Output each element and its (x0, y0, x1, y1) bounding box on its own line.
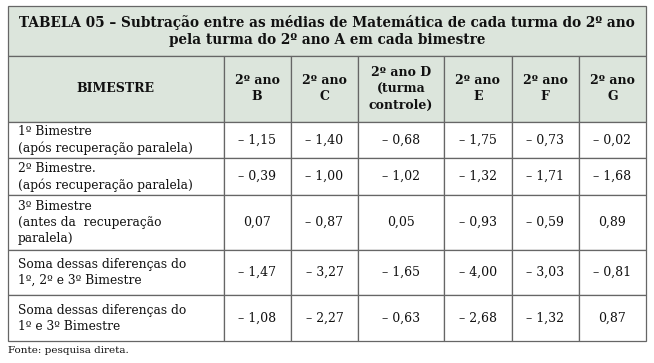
Bar (444, 159, 511, 195)
Bar (444, 195, 511, 250)
Text: – 1,32: – 1,32 (526, 312, 564, 325)
Text: – 1,65: – 1,65 (382, 266, 420, 279)
Bar (358, 250, 444, 295)
Bar (511, 159, 579, 195)
Bar (291, 122, 358, 159)
Bar (291, 295, 358, 341)
Text: – 0,93: – 0,93 (459, 216, 497, 229)
Bar (444, 250, 511, 295)
Bar (224, 159, 291, 195)
Text: – 0,02: – 0,02 (593, 134, 631, 147)
Text: – 0,59: – 0,59 (526, 216, 564, 229)
Text: – 1,00: – 1,00 (305, 170, 343, 183)
Text: Fonte: pesquisa direta.: Fonte: pesquisa direta. (8, 346, 129, 355)
Text: – 2,27: – 2,27 (305, 312, 343, 325)
Bar (224, 122, 291, 159)
Bar (579, 295, 646, 341)
Text: – 3,03: – 3,03 (526, 266, 564, 279)
Text: 2º ano
B: 2º ano B (235, 74, 280, 103)
Bar (8, 159, 224, 195)
Text: – 1,47: – 1,47 (238, 266, 276, 279)
Text: 0,07: 0,07 (243, 216, 271, 229)
Text: 2º ano
E: 2º ano E (455, 74, 500, 103)
Text: 2º ano D
(turma
controle): 2º ano D (turma controle) (369, 66, 434, 111)
Bar (579, 250, 646, 295)
Bar (511, 195, 579, 250)
Bar (579, 56, 646, 122)
Text: 2º ano
F: 2º ano F (523, 74, 568, 103)
Text: – 2,68: – 2,68 (459, 312, 497, 325)
Text: 1º Bimestre
(após recuperação paralela): 1º Bimestre (após recuperação paralela) (18, 125, 193, 155)
Text: 3º Bimestre
(antes da  recuperação
paralela): 3º Bimestre (antes da recuperação parale… (18, 200, 162, 245)
Bar (8, 56, 224, 122)
Text: – 1,02: – 1,02 (382, 170, 420, 183)
Text: – 4,00: – 4,00 (459, 266, 497, 279)
Text: 2º ano
C: 2º ano C (302, 74, 347, 103)
Text: – 1,75: – 1,75 (459, 134, 497, 147)
Text: – 3,27: – 3,27 (305, 266, 343, 279)
Text: – 0,39: – 0,39 (238, 170, 276, 183)
Text: Soma dessas diferenças do
1º e 3º Bimestre: Soma dessas diferenças do 1º e 3º Bimest… (18, 304, 186, 333)
Text: – 1,71: – 1,71 (526, 170, 564, 183)
Bar (358, 195, 444, 250)
Bar (291, 56, 358, 122)
Text: BIMESTRE: BIMESTRE (77, 82, 155, 95)
Bar (511, 56, 579, 122)
Bar (358, 56, 444, 122)
Text: 2º ano
G: 2º ano G (590, 74, 635, 103)
Text: TABELA 05 – Subtração entre as médias de Matemática de cada turma do 2º ano
pela: TABELA 05 – Subtração entre as médias de… (19, 15, 635, 47)
Text: – 0,87: – 0,87 (305, 216, 343, 229)
Bar (224, 56, 291, 122)
Text: 0,87: 0,87 (598, 312, 627, 325)
Text: – 0,68: – 0,68 (382, 134, 421, 147)
Bar (579, 159, 646, 195)
Text: 0,89: 0,89 (598, 216, 627, 229)
Text: – 0,73: – 0,73 (526, 134, 564, 147)
Text: – 1,15: – 1,15 (238, 134, 276, 147)
Bar (511, 122, 579, 159)
Bar (291, 195, 358, 250)
Bar (579, 195, 646, 250)
Text: – 1,40: – 1,40 (305, 134, 343, 147)
Bar (8, 122, 224, 159)
Bar (444, 122, 511, 159)
Bar (511, 250, 579, 295)
Bar (511, 295, 579, 341)
Bar (444, 295, 511, 341)
Bar (358, 295, 444, 341)
Bar (358, 159, 444, 195)
Text: Soma dessas diferenças do
1º, 2º e 3º Bimestre: Soma dessas diferenças do 1º, 2º e 3º Bi… (18, 258, 186, 287)
Text: – 1,08: – 1,08 (238, 312, 276, 325)
Text: – 0,63: – 0,63 (382, 312, 421, 325)
Bar (8, 295, 224, 341)
Bar (8, 250, 224, 295)
Bar (358, 122, 444, 159)
Text: – 1,32: – 1,32 (459, 170, 497, 183)
Bar (8, 6, 646, 56)
Bar (8, 195, 224, 250)
Text: 0,05: 0,05 (387, 216, 415, 229)
Bar (224, 250, 291, 295)
Bar (444, 56, 511, 122)
Bar (224, 195, 291, 250)
Text: – 0,81: – 0,81 (593, 266, 632, 279)
Bar (579, 122, 646, 159)
Bar (291, 159, 358, 195)
Bar (224, 295, 291, 341)
Text: 2º Bimestre.
(após recuperação paralela): 2º Bimestre. (após recuperação paralela) (18, 162, 193, 192)
Text: – 1,68: – 1,68 (593, 170, 632, 183)
Bar (291, 250, 358, 295)
